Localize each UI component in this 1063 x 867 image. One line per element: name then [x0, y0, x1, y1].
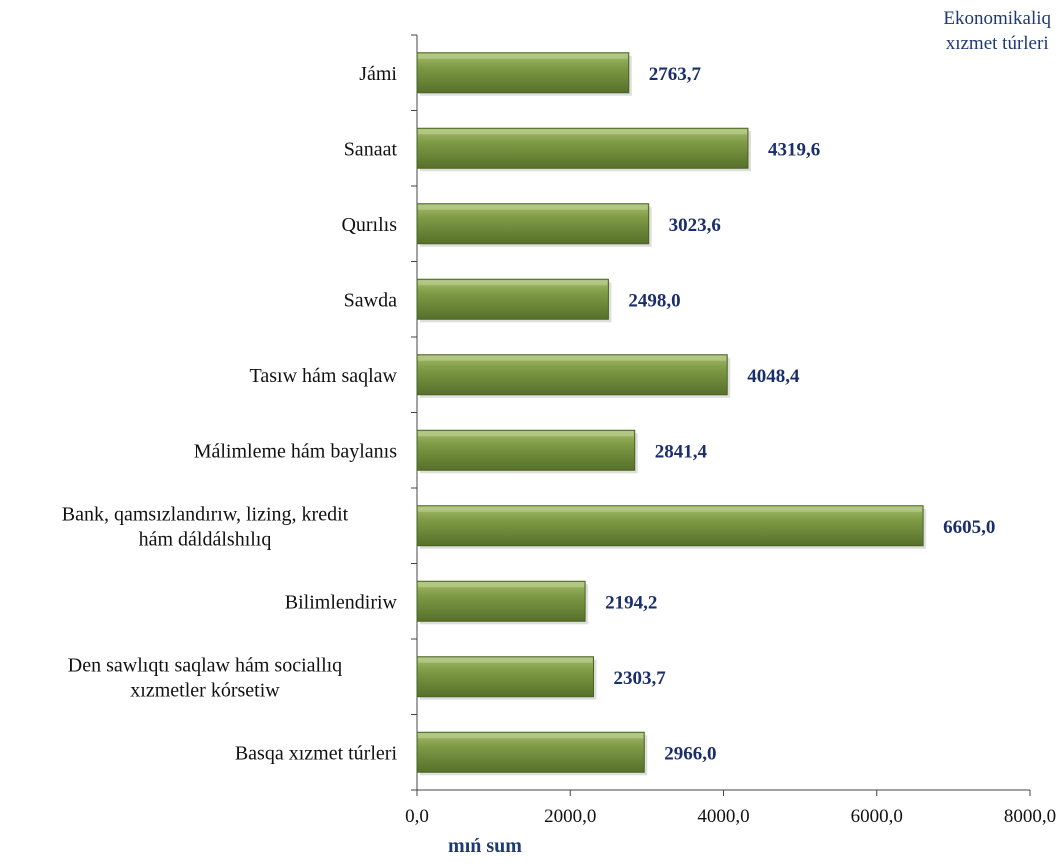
x-tick-label: 4000,0: [697, 806, 749, 827]
bar-value-label: 2841,4: [655, 441, 708, 462]
bar-value-label: 4048,4: [747, 366, 800, 387]
bar-highlight: [418, 53, 628, 59]
y-category-label: Málimleme hám baylanıs: [194, 440, 397, 462]
x-tick-label: 6000,0: [851, 806, 903, 827]
y-category-label: hám dáldálshılıq: [139, 528, 272, 550]
bar: [416, 127, 749, 169]
y-category-label: Qurılıs: [341, 214, 397, 236]
bar-highlight: [418, 204, 648, 210]
y-category-label: Tasıw hám saqlaw: [250, 365, 398, 387]
bar-highlight: [418, 733, 644, 739]
bar: [416, 278, 609, 320]
y-category-label: Sanaat: [344, 138, 398, 160]
x-axis-title: mıń sum: [448, 835, 522, 857]
chart-title-text: Ekonomikaliq xızmet túrleri: [943, 8, 1051, 54]
bar-value-label: 2194,2: [605, 592, 657, 613]
x-tick-label: 0,0: [405, 806, 429, 827]
bar-highlight: [418, 355, 727, 361]
bar-value-label: 6605,0: [943, 517, 995, 538]
y-category-label: Basqa xızmet túrleri: [235, 742, 398, 764]
y-category-label: Jámi: [359, 63, 397, 85]
bar: [416, 429, 636, 471]
bar-value-label: 3023,6: [669, 215, 721, 236]
bar-highlight: [418, 129, 747, 135]
bar: [416, 580, 586, 622]
bar-highlight: [418, 506, 923, 512]
bar-value-label: 2303,7: [614, 668, 667, 689]
bar-value-label: 2763,7: [649, 64, 702, 85]
bar-highlight: [418, 280, 608, 286]
bar: [416, 656, 595, 698]
bar: [416, 505, 924, 547]
y-category-label: xızmetler kórsetiw: [130, 679, 280, 701]
y-category-label: Den sawlıqtı saqlaw hám sociallıq: [68, 654, 342, 676]
x-tick-label: 8000,0: [1004, 806, 1056, 827]
x-tick-label: 2000,0: [544, 806, 596, 827]
bar-highlight: [418, 657, 593, 663]
bar-value-label: 4319,6: [768, 139, 820, 160]
bar: [416, 354, 728, 396]
bar: [416, 52, 630, 94]
y-category-label: Bank, qamsızlandırıw, lizing, kredit: [62, 503, 349, 525]
bar: [416, 203, 650, 245]
bar-value-label: 2966,0: [664, 743, 716, 764]
plot-area: 0,0 2000,0 4000,0 6000,0 8000,0 2763,7 Jámi 431…: [62, 34, 1056, 827]
y-category-label: Bilimlendiriw: [285, 591, 398, 613]
bar-highlight: [418, 431, 634, 437]
chart-title: Ekonomikaliq xızmet túrleri: [943, 6, 1051, 56]
y-category-label: Sawda: [344, 289, 397, 311]
bar: [416, 731, 645, 773]
bar-highlight: [418, 582, 585, 588]
bar-value-label: 2498,0: [628, 290, 680, 311]
